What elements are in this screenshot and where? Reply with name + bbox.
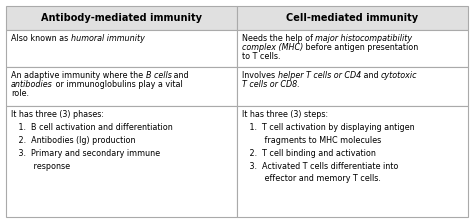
Text: and: and [361,71,381,80]
Bar [6,67,237,106]
Text: Also known as: Also known as [11,34,71,43]
Text: Needs the help of: Needs the help of [242,34,316,43]
Text: Cell-mediated immunity: Cell-mediated immunity [286,13,419,23]
Text: cytotoxic: cytotoxic [381,71,418,80]
Text: Involves: Involves [242,71,278,80]
Bar [237,67,468,106]
Text: or immunoglobulins play a vital: or immunoglobulins play a vital [53,80,182,89]
Text: helper T cells or CD4: helper T cells or CD4 [278,71,361,80]
Bar [237,6,468,30]
Bar [6,30,237,67]
Bar [6,6,237,30]
Text: role.: role. [11,89,29,98]
Bar [6,106,237,217]
Text: T cells or CD8.: T cells or CD8. [242,80,300,89]
Text: Antibody-mediated immunity: Antibody-mediated immunity [41,13,202,23]
Text: antibodies: antibodies [11,80,53,89]
Bar [237,106,468,217]
Text: before antigen presentation: before antigen presentation [303,43,419,52]
Text: complex (MHC): complex (MHC) [242,43,303,52]
Text: It has three (3) steps:
   1.  T cell activation by displaying antigen
         : It has three (3) steps: 1. T cell activa… [242,110,415,184]
Text: to T cells.: to T cells. [242,52,281,61]
Text: It has three (3) phases:
   1.  B cell activation and differentiation
   2.  Ant: It has three (3) phases: 1. B cell activ… [11,110,173,171]
Text: major histocompatibility: major histocompatibility [316,34,413,43]
Text: An adaptive immunity where the: An adaptive immunity where the [11,71,146,80]
Text: B cells: B cells [146,71,172,80]
Bar [237,30,468,67]
Text: and: and [172,71,189,80]
Text: humoral immunity: humoral immunity [71,34,145,43]
